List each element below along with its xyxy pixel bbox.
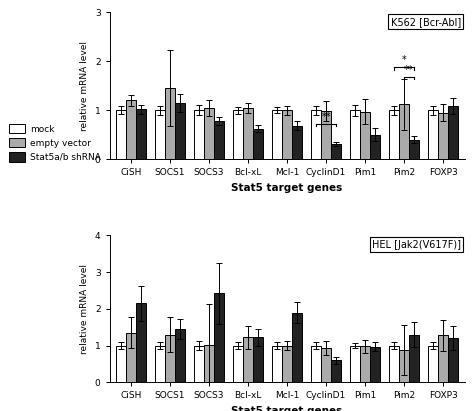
Bar xyxy=(136,109,146,159)
Bar xyxy=(165,88,175,159)
Bar xyxy=(399,104,409,159)
Bar xyxy=(331,144,341,159)
Bar xyxy=(175,103,185,159)
Bar xyxy=(126,100,136,159)
Bar xyxy=(370,135,380,159)
X-axis label: Stat5 target genes: Stat5 target genes xyxy=(231,406,343,411)
Bar xyxy=(321,111,331,159)
Bar xyxy=(311,346,321,382)
Bar xyxy=(243,337,253,382)
Bar xyxy=(438,113,448,159)
Bar xyxy=(448,338,458,382)
Bar xyxy=(311,110,321,159)
Text: *: * xyxy=(401,55,406,65)
Bar xyxy=(390,110,399,159)
Bar xyxy=(117,346,126,382)
Bar xyxy=(204,108,214,159)
Bar xyxy=(214,293,224,382)
Bar xyxy=(204,345,214,382)
Bar xyxy=(448,106,458,159)
Bar xyxy=(273,346,282,382)
Text: **: ** xyxy=(404,65,414,75)
Bar xyxy=(233,346,243,382)
Bar xyxy=(282,110,292,159)
Bar xyxy=(282,346,292,382)
Bar xyxy=(273,110,282,159)
Bar xyxy=(331,360,341,382)
Bar xyxy=(360,112,370,159)
Bar xyxy=(292,312,301,382)
Bar xyxy=(155,110,165,159)
Bar xyxy=(292,126,301,159)
Bar xyxy=(438,335,448,382)
Bar xyxy=(428,346,438,382)
Bar xyxy=(390,346,399,382)
Bar xyxy=(350,346,360,382)
Text: **: ** xyxy=(321,112,331,122)
X-axis label: Stat5 target genes: Stat5 target genes xyxy=(231,183,343,193)
Bar xyxy=(117,110,126,159)
Bar xyxy=(165,335,175,382)
Bar xyxy=(409,335,419,382)
Bar xyxy=(428,110,438,159)
Bar xyxy=(350,110,360,159)
Bar xyxy=(136,303,146,382)
Text: K562 [Bcr-Abl]: K562 [Bcr-Abl] xyxy=(391,17,461,27)
Bar xyxy=(409,140,419,159)
Bar xyxy=(360,346,370,382)
Bar xyxy=(155,346,165,382)
Text: HEL [Jak2(V617F)]: HEL [Jak2(V617F)] xyxy=(372,240,461,250)
Bar xyxy=(243,108,253,159)
Y-axis label: relative mRNA level: relative mRNA level xyxy=(80,41,89,131)
Bar xyxy=(370,346,380,382)
Bar xyxy=(175,329,185,382)
Bar xyxy=(214,121,224,159)
Bar xyxy=(399,350,409,382)
Bar xyxy=(253,337,263,382)
Bar xyxy=(194,346,204,382)
Bar xyxy=(321,348,331,382)
Bar xyxy=(253,129,263,159)
Legend: mock, empty vector, Stat5a/b shRNA: mock, empty vector, Stat5a/b shRNA xyxy=(9,124,100,162)
Bar xyxy=(233,110,243,159)
Y-axis label: relative mRNA level: relative mRNA level xyxy=(80,264,89,354)
Bar xyxy=(126,332,136,382)
Bar xyxy=(194,110,204,159)
